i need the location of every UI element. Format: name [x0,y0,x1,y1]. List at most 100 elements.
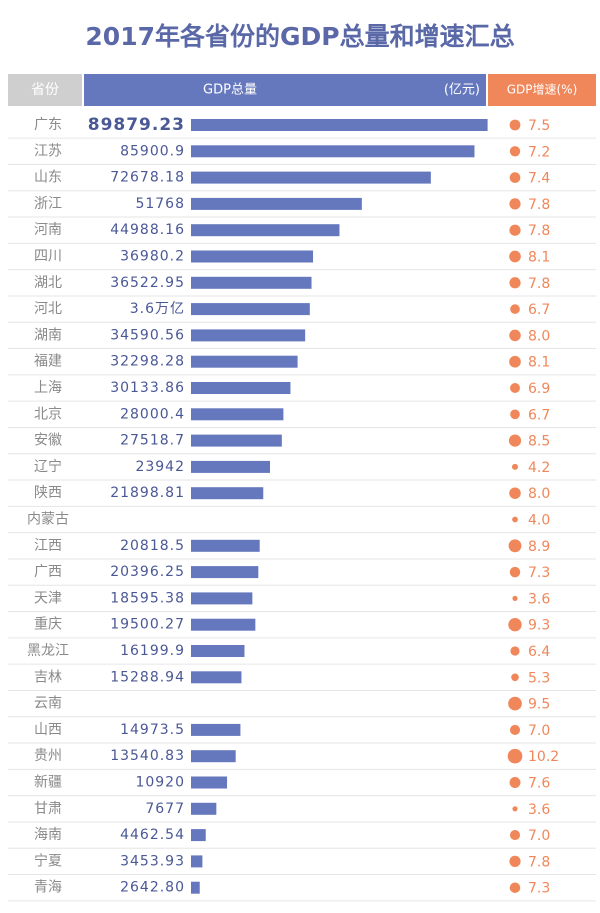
gdp-bar [191,855,203,868]
province-label: 新疆 [34,775,62,791]
gdp-bar [191,303,310,316]
gdp-bar [191,224,340,237]
gdp-bar [191,566,259,579]
gdp-label: 20818.5 [120,538,185,554]
province-label: 陕西 [34,485,62,501]
growth-dot [508,618,522,632]
growth-label: 7.8 [528,854,550,870]
growth-label: 8.5 [528,434,550,450]
growth-dot [509,566,521,578]
province-label: 广东 [34,117,62,133]
province-label: 重庆 [34,617,62,633]
province-label: 浙江 [34,196,62,212]
gdp-label: 89879.23 [88,115,185,135]
growth-label: 7.6 [528,776,550,792]
growth-label: 9.3 [528,618,550,634]
growth-label: 10.2 [528,749,559,765]
province-label: 山东 [34,170,62,186]
province-label: 青海 [34,880,62,896]
province-label: 宁夏 [34,852,62,869]
province-label: 天津 [34,590,62,606]
growth-dot [509,146,521,157]
growth-label: 4.2 [528,460,550,476]
gdp-label: 85900.9 [120,143,185,159]
gdp-label: 19500.27 [110,617,185,633]
gdp-label: 36522.95 [110,275,185,291]
growth-dot [509,224,521,236]
gdp-bar [191,829,206,842]
gdp-label: 16199.9 [120,643,185,659]
province-label: 湖北 [34,275,62,291]
growth-label: 9.5 [528,697,550,713]
growth-dot [509,830,521,841]
growth-dot [508,696,522,711]
growth-dot [509,855,521,868]
growth-dot [509,329,521,342]
growth-dot [507,748,523,764]
gdp-bar [191,355,298,368]
gdp-label: 4462.54 [120,827,185,843]
gdp-bar [191,382,291,394]
growth-dot [509,277,521,289]
gdp-bar [191,487,264,500]
growth-dot [511,673,519,682]
gdp-label: 2642.80 [120,880,185,896]
growth-label: 7.0 [528,828,550,844]
gdp-bar [191,645,245,657]
province-label: 江苏 [34,143,62,159]
growth-dot [508,539,522,553]
gdp-bar [191,539,260,552]
gdp-bar [191,750,236,763]
gdp-label: 15288.94 [110,669,185,685]
province-label: 安徽 [34,433,62,449]
gdp-label: 27518.7 [120,433,185,449]
chart-title: 2017年各省份的GDP总量和增速汇总 [85,22,514,51]
growth-dot [509,487,521,499]
province-label: 海南 [34,827,62,843]
gdp-bar [191,592,253,605]
growth-dot [508,434,522,447]
growth-dot [512,806,518,812]
gdp-bar [191,408,284,421]
gdp-bar [191,276,312,289]
gdp-bar [191,145,475,158]
gdp-bar [191,881,200,894]
growth-label: 5.3 [528,670,550,686]
header-cell [488,74,596,106]
growth-dot [509,724,521,735]
header-text: GDP总量 [203,83,257,98]
gdp-bar [191,618,256,631]
gdp-label: 32298.28 [110,354,185,370]
province-label: 山西 [34,722,62,738]
gdp-bar [191,671,242,684]
growth-label: 7.3 [528,881,550,897]
province-label: 贵州 [34,748,62,764]
growth-dot [510,304,520,314]
gdp-bar [191,171,431,184]
growth-label: 4.0 [528,513,550,529]
gdp-bar [191,119,488,131]
gdp-label: 14973.5 [120,722,185,738]
province-label: 四川 [34,249,62,265]
province-label: 黑龙江 [27,643,69,659]
gdp-label: 3453.93 [120,853,185,869]
province-label: 甘肃 [34,801,62,817]
province-label: 云南 [34,696,62,712]
province-label: 北京 [34,406,62,422]
growth-dot [509,777,521,788]
growth-label: 7.5 [528,118,550,134]
gdp-label: 18595.38 [110,590,185,606]
gdp-label: 10920 [135,775,185,791]
growth-label: 8.1 [528,250,550,266]
growth-label: 8.0 [528,328,550,344]
growth-label: 7.0 [528,723,550,739]
header-text: GDP增速(%) [507,83,578,97]
header-text: 省份 [31,82,59,98]
growth-label: 7.2 [528,144,550,160]
growth-label: 8.1 [528,355,550,371]
gdp-label: 21898.81 [110,485,185,501]
gdp-bar [191,197,362,210]
province-label: 内蒙古 [27,512,69,528]
province-label: 吉林 [34,669,62,685]
